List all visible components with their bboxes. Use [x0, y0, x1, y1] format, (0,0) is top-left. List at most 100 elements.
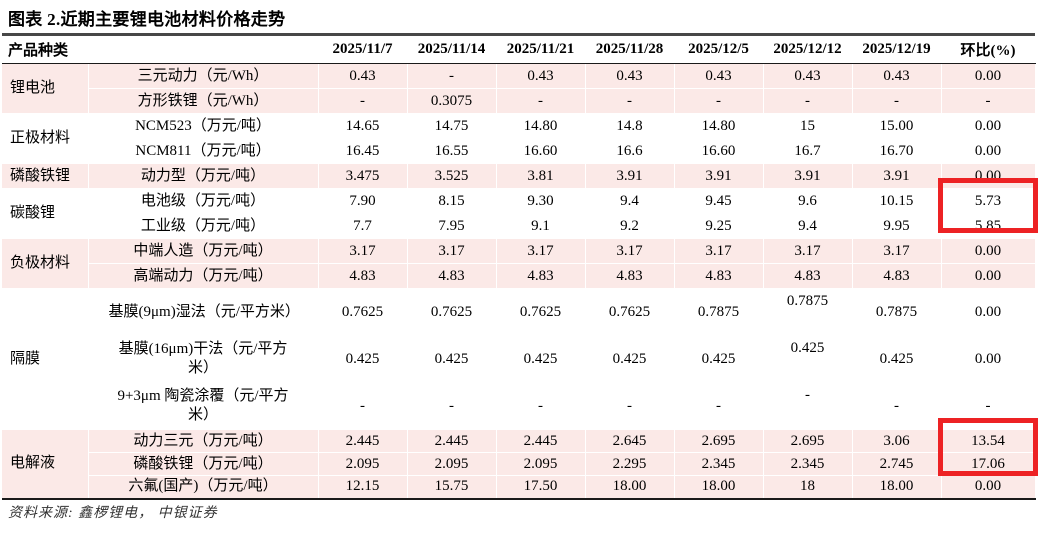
header-cell: 2025/12/12	[763, 34, 853, 64]
value-cell: 3.91	[763, 163, 853, 189]
table-row: 磷酸铁锂（万元/吨） 2.095 2.095 2.095 2.295 2.345 2.345…	[2, 452, 1036, 476]
value-cell: -	[407, 382, 497, 430]
value-cell: 4.83	[407, 263, 497, 289]
value-cell: 16.6	[585, 138, 675, 164]
value-cell: 16.70	[852, 138, 942, 164]
value-cell: -	[496, 88, 586, 114]
value-cell: 0.00	[941, 288, 1036, 336]
header-cell: 2025/11/21	[496, 34, 586, 64]
value-cell: -	[496, 382, 586, 430]
value-cell: 0.00	[941, 475, 1036, 499]
table-row: NCM811（万元/吨） 16.45 16.55 16.60 16.6 16.60 16.7…	[2, 138, 1036, 164]
value-cell: 2.645	[585, 429, 675, 453]
category-cell: 隔膜	[2, 288, 89, 430]
table-row: 磷酸铁锂 动力型（万元/吨） 3.475 3.525 3.81 3.91 3.91 3.91 3…	[2, 163, 1036, 189]
value-cell: 9.6	[763, 188, 853, 214]
value-cell: -	[674, 382, 764, 430]
value-cell: 0.425	[852, 335, 942, 383]
value-cell: 2.095	[496, 452, 586, 476]
value-cell: 12.15	[318, 475, 408, 499]
value-cell: 15.75	[407, 475, 497, 499]
value-cell: 9.95	[852, 213, 942, 239]
product-cell: NCM811（万元/吨）	[88, 138, 319, 164]
header-row: 产品种类 2025/11/7 2025/11/14 2025/11/21 2025/11…	[2, 34, 1036, 64]
table-row: 碳酸锂 电池级（万元/吨） 7.90 8.15 9.30 9.4 9.45 9.6 10.15 5…	[2, 188, 1036, 239]
value-cell: -	[941, 88, 1036, 114]
value-cell: 9.45	[674, 188, 764, 214]
value-cell: 18.00	[674, 475, 764, 499]
value-cell: 2.445	[318, 429, 408, 453]
category-cell: 碳酸锂	[2, 188, 89, 239]
value-cell: 3.17	[318, 238, 408, 264]
table-row: 9+3μm 陶瓷涂覆（元/平方米） - - - - - - - -	[2, 382, 1036, 430]
table-row: 隔膜 基膜(9μm)湿法（元/平方米） 0.7625 0.7625 0.7625 0.76…	[2, 288, 1036, 430]
price-table: 产品种类 2025/11/7 2025/11/14 2025/11/21 2025/11…	[2, 33, 1036, 500]
value-cell: 3.525	[407, 163, 497, 189]
value-cell: -	[585, 88, 675, 114]
value-cell: 7.7	[318, 213, 408, 239]
value-cell: 16.60	[674, 138, 764, 164]
value-cell: 5.73	[941, 188, 1036, 214]
product-cell: 高端动力（万元/吨）	[88, 263, 319, 289]
value-cell: -	[407, 63, 497, 89]
value-cell: 0.43	[496, 63, 586, 89]
value-cell: 0.00	[941, 238, 1036, 264]
value-cell: 9.25	[674, 213, 764, 239]
value-cell: 0.43	[852, 63, 942, 89]
product-cell: 六氟(国产)（万元/吨）	[88, 475, 319, 499]
product-cell: 9+3μm 陶瓷涂覆（元/平方米）	[88, 382, 319, 430]
value-cell: 0.3075	[407, 88, 497, 114]
value-cell: 7.95	[407, 213, 497, 239]
value-cell: 0.43	[763, 63, 853, 89]
product-cell: 方形铁锂（元/Wh）	[88, 88, 319, 114]
value-cell: -	[674, 88, 764, 114]
header-cell: 2025/12/5	[674, 34, 764, 64]
value-cell: 14.65	[318, 113, 408, 139]
product-cell: NCM523（万元/吨）	[88, 113, 319, 139]
value-cell: 4.83	[852, 263, 942, 289]
value-cell: 17.06	[941, 452, 1036, 476]
value-cell: 2.695	[674, 429, 764, 453]
value-cell: 18.00	[585, 475, 675, 499]
value-cell: 2.745	[852, 452, 942, 476]
value-cell: 4.83	[496, 263, 586, 289]
table-row: 高端动力（万元/吨） 4.83 4.83 4.83 4.83 4.83 4.83 4.83 0.…	[2, 263, 1036, 289]
value-cell: 0.425	[763, 335, 853, 383]
value-cell: 0.7875	[763, 288, 853, 336]
price-table-body: 锂电池 三元动力（元/Wh） 0.43-0.43 0.43 0.43 0.43 0.43 0.…	[2, 63, 1036, 499]
value-cell: 16.55	[407, 138, 497, 164]
header-cell: 2025/11/7	[318, 34, 408, 64]
value-cell: 0.7875	[852, 288, 942, 336]
value-cell: 0.7625	[407, 288, 497, 336]
value-cell: 3.81	[496, 163, 586, 189]
value-cell: 2.695	[763, 429, 853, 453]
value-cell: 16.60	[496, 138, 586, 164]
table-row: 工业级（万元/吨） 7.7 7.95 9.1 9.2 9.25 9.4 9.95 5.85	[2, 213, 1036, 239]
table-row: 基膜(16μm)干法（元/平方米） 0.425 0.425 0.425 0.425 0.4…	[2, 335, 1036, 383]
value-cell: 18	[763, 475, 853, 499]
product-cell: 磷酸铁锂（万元/吨）	[88, 452, 319, 476]
value-cell: 15.00	[852, 113, 942, 139]
value-cell: 2.095	[407, 452, 497, 476]
value-cell: 3.17	[852, 238, 942, 264]
value-cell: -	[763, 88, 853, 114]
value-cell: 16.45	[318, 138, 408, 164]
value-cell: -	[852, 88, 942, 114]
value-cell: 9.4	[763, 213, 853, 239]
value-cell: 2.445	[496, 429, 586, 453]
value-cell: 0.43	[318, 63, 408, 89]
value-cell: 4.83	[674, 263, 764, 289]
value-cell: 0.43	[674, 63, 764, 89]
table-row: 锂电池 三元动力（元/Wh） 0.43-0.43 0.43 0.43 0.43 0.43 0.…	[2, 63, 1036, 114]
price-table-head: 产品种类 2025/11/7 2025/11/14 2025/11/21 2025/11…	[2, 34, 1036, 64]
value-cell: -	[763, 382, 853, 430]
value-cell: 0.425	[407, 335, 497, 383]
value-cell: 8.15	[407, 188, 497, 214]
value-cell: 0.7625	[318, 288, 408, 336]
product-cell: 中端人造（万元/吨）	[88, 238, 319, 264]
product-cell: 电池级（万元/吨）	[88, 188, 319, 214]
value-cell: 3.91	[674, 163, 764, 189]
value-cell: 0.425	[318, 335, 408, 383]
value-cell: 4.83	[585, 263, 675, 289]
